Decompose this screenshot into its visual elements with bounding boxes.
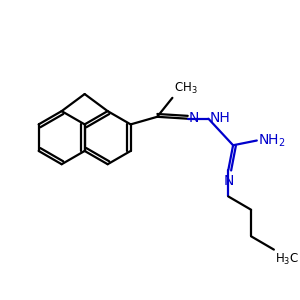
Text: NH: NH (209, 111, 230, 125)
Text: N: N (188, 111, 199, 125)
Text: NH$_2$: NH$_2$ (258, 132, 285, 149)
Text: H$_3$C: H$_3$C (275, 251, 299, 267)
Text: N: N (223, 174, 233, 188)
Text: CH$_3$: CH$_3$ (174, 81, 198, 96)
